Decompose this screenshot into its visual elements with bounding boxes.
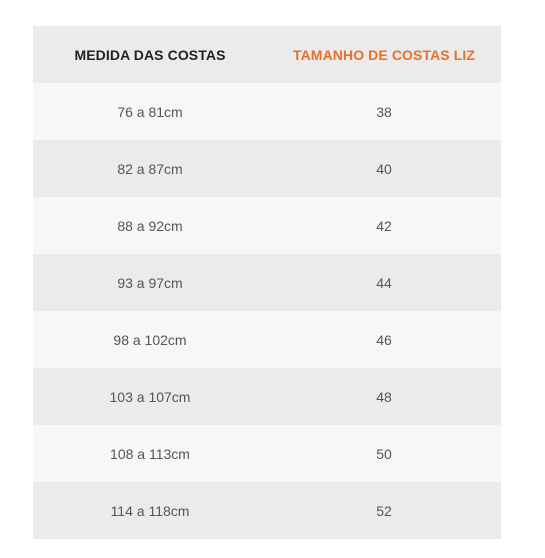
header-liz-back-size: TAMANHO DE COSTAS LIZ (267, 26, 501, 83)
size-cell: 52 (267, 482, 501, 539)
table-body: 76 a 81cm 38 82 a 87cm 40 88 a 92cm 42 9… (33, 83, 501, 539)
table-header: MEDIDA DAS COSTAS TAMANHO DE COSTAS LIZ (33, 26, 501, 83)
measurement-cell: 93 a 97cm (33, 254, 267, 311)
size-cell: 48 (267, 368, 501, 425)
table-row: 93 a 97cm 44 (33, 254, 501, 311)
header-back-measurement: MEDIDA DAS COSTAS (33, 26, 267, 83)
measurement-cell: 114 a 118cm (33, 482, 267, 539)
table-row: 103 a 107cm 48 (33, 368, 501, 425)
size-cell: 40 (267, 140, 501, 197)
measurement-cell: 82 a 87cm (33, 140, 267, 197)
header-row: MEDIDA DAS COSTAS TAMANHO DE COSTAS LIZ (33, 26, 501, 83)
table-row: 108 a 113cm 50 (33, 425, 501, 482)
size-chart-table: MEDIDA DAS COSTAS TAMANHO DE COSTAS LIZ … (33, 26, 501, 539)
size-cell: 50 (267, 425, 501, 482)
measurement-cell: 88 a 92cm (33, 197, 267, 254)
size-cell: 46 (267, 311, 501, 368)
size-cell: 44 (267, 254, 501, 311)
size-cell: 42 (267, 197, 501, 254)
size-cell: 38 (267, 83, 501, 140)
table-row: 82 a 87cm 40 (33, 140, 501, 197)
table-row: 98 a 102cm 46 (33, 311, 501, 368)
table-row: 76 a 81cm 38 (33, 83, 501, 140)
measurement-cell: 98 a 102cm (33, 311, 267, 368)
measurement-cell: 76 a 81cm (33, 83, 267, 140)
table-row: 88 a 92cm 42 (33, 197, 501, 254)
table-row: 114 a 118cm 52 (33, 482, 501, 539)
measurement-cell: 108 a 113cm (33, 425, 267, 482)
measurement-cell: 103 a 107cm (33, 368, 267, 425)
